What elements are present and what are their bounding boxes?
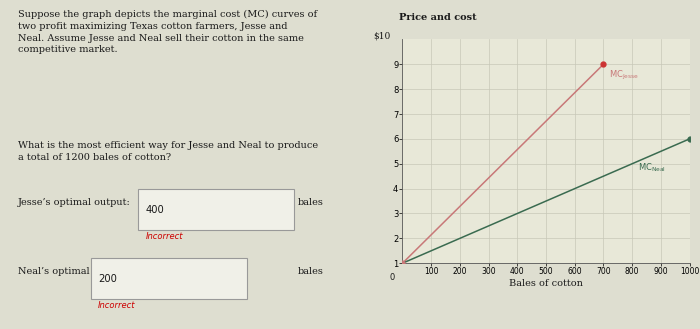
FancyBboxPatch shape	[138, 189, 295, 230]
Text: Jesse’s optimal output:: Jesse’s optimal output:	[18, 198, 131, 207]
Text: Suppose the graph depicts the marginal cost (MC) curves of
two profit maximizing: Suppose the graph depicts the marginal c…	[18, 10, 317, 54]
Text: Incorrect: Incorrect	[98, 301, 136, 310]
Text: $10: $10	[373, 32, 391, 41]
Text: bales: bales	[298, 267, 324, 276]
Text: Price and cost: Price and cost	[399, 13, 477, 22]
Text: bales: bales	[298, 198, 324, 207]
Text: Incorrect: Incorrect	[146, 232, 183, 241]
Text: 200: 200	[98, 274, 117, 284]
Text: What is the most efficient way for Jesse and Neal to produce
a total of 1200 bal: What is the most efficient way for Jesse…	[18, 141, 318, 162]
Text: 0: 0	[389, 273, 395, 282]
Text: 400: 400	[146, 205, 164, 215]
Text: MC$_{\mathregular{Neal}}$: MC$_{\mathregular{Neal}}$	[638, 161, 666, 174]
Text: Neal’s optimal output:: Neal’s optimal output:	[18, 267, 129, 276]
X-axis label: Bales of cotton: Bales of cotton	[509, 279, 583, 288]
Text: MC$_{\mathregular{Jesse}}$: MC$_{\mathregular{Jesse}}$	[609, 69, 639, 82]
FancyBboxPatch shape	[91, 258, 247, 299]
